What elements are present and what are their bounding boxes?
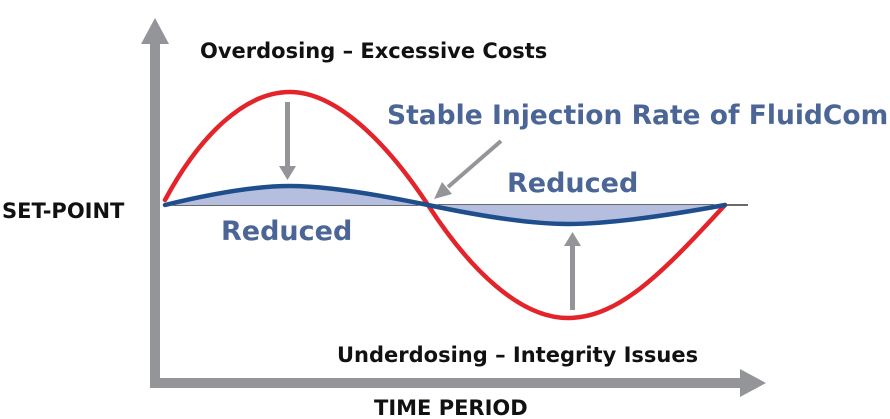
x-axis — [150, 369, 766, 397]
time-period-label: TIME PERIOD — [374, 396, 528, 419]
underdosing-label: Underdosing – Integrity Issues — [337, 343, 699, 367]
reduced-area-upper — [165, 186, 428, 205]
reduced-area-lower — [428, 205, 725, 224]
reduced-label-left: Reduced — [221, 216, 353, 247]
arrow-up-reduce-underdosing — [564, 232, 581, 310]
arrow-down-reduce-overdosing — [279, 102, 296, 180]
reduced-label-right: Reduced — [507, 168, 639, 199]
arrow-to-stable-curve — [434, 139, 503, 199]
setpoint-label: SET-POINT — [2, 199, 125, 223]
overdosing-label: Overdosing – Excessive Costs — [200, 39, 548, 63]
stable-dosing-curve — [162, 183, 728, 227]
y-axis — [141, 18, 169, 386]
stable-injection-label: Stable Injection Rate of FluidCom — [387, 100, 889, 131]
